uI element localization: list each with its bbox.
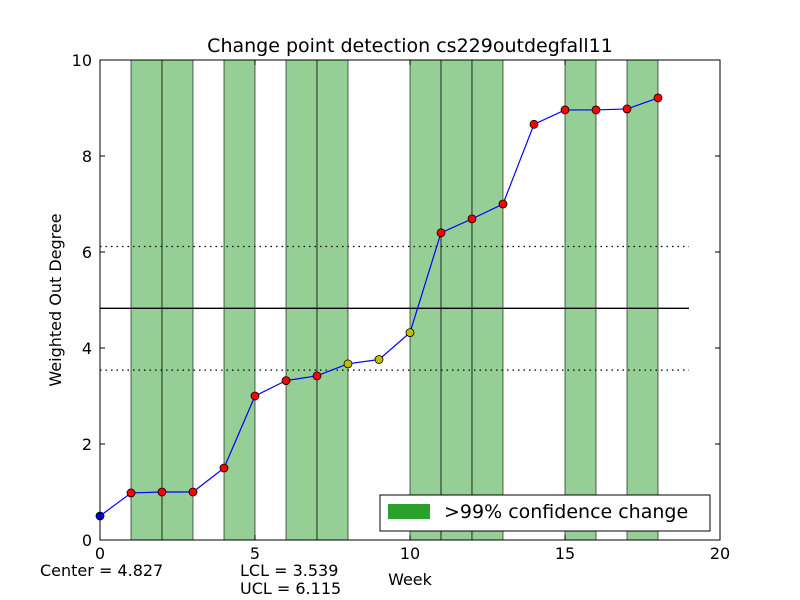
x-tick-label-3: 15 [555,544,575,563]
data-point-4 [219,463,229,473]
data-point-14 [529,119,539,129]
data-point-16 [591,105,601,115]
x-tick-label-2: 10 [400,544,420,563]
change-region-2 [223,59,256,541]
x-tick-label-1: 5 [250,544,260,563]
data-point-2 [157,487,167,497]
data-point-11 [436,228,446,238]
change-region-0 [130,59,163,541]
data-point-18 [653,93,663,103]
change-region-3 [285,59,318,541]
data-point-8 [343,359,353,369]
y-tick-label-1: 2 [82,435,92,454]
change-region-1 [161,59,194,541]
change-region-4 [316,59,349,541]
data-point-12 [467,214,477,224]
chart-title: Change point detection cs229outdegfall11 [207,35,613,57]
data-point-1 [126,488,136,498]
data-point-15 [560,105,570,115]
change-regions [130,59,659,541]
y-axis-label: Weighted Out Degree [46,213,65,386]
change-region-7 [471,59,504,541]
legend-swatch [388,504,430,519]
data-series [95,93,663,521]
change-region-8 [564,59,597,541]
data-point-6 [281,376,291,386]
data-point-5 [250,391,260,401]
data-point-17 [622,104,632,114]
y-tick-label-0: 0 [82,531,92,550]
control-lines [100,245,689,371]
change-region-6 [440,59,473,541]
ucl-value-label: UCL = 6.115 [240,579,342,598]
legend: >99% confidence change [379,494,711,532]
y-tick-label-3: 6 [82,243,92,262]
data-point-13 [498,199,508,209]
legend-box [379,494,711,532]
legend-label: >99% confidence change [444,501,688,523]
lcl-value-label: LCL = 3.539 [240,561,339,580]
x-axis-label: Week [388,570,433,589]
change-region-9 [626,59,659,541]
data-point-9 [374,355,384,364]
data-point-3 [188,487,198,497]
change-region-5 [409,59,442,541]
data-point-7 [312,371,322,381]
y-tick-label-5: 10 [72,51,92,70]
data-point-10 [405,328,415,338]
axis-ticks: 0 5 10 15 20 0 2 4 6 8 10 [72,51,731,563]
x-tick-label-4: 20 [710,544,730,563]
center-value-label: Center = 4.827 [40,561,164,580]
y-tick-label-4: 8 [82,147,92,166]
y-tick-label-2: 4 [82,339,92,358]
x-tick-label-0: 0 [95,544,105,563]
